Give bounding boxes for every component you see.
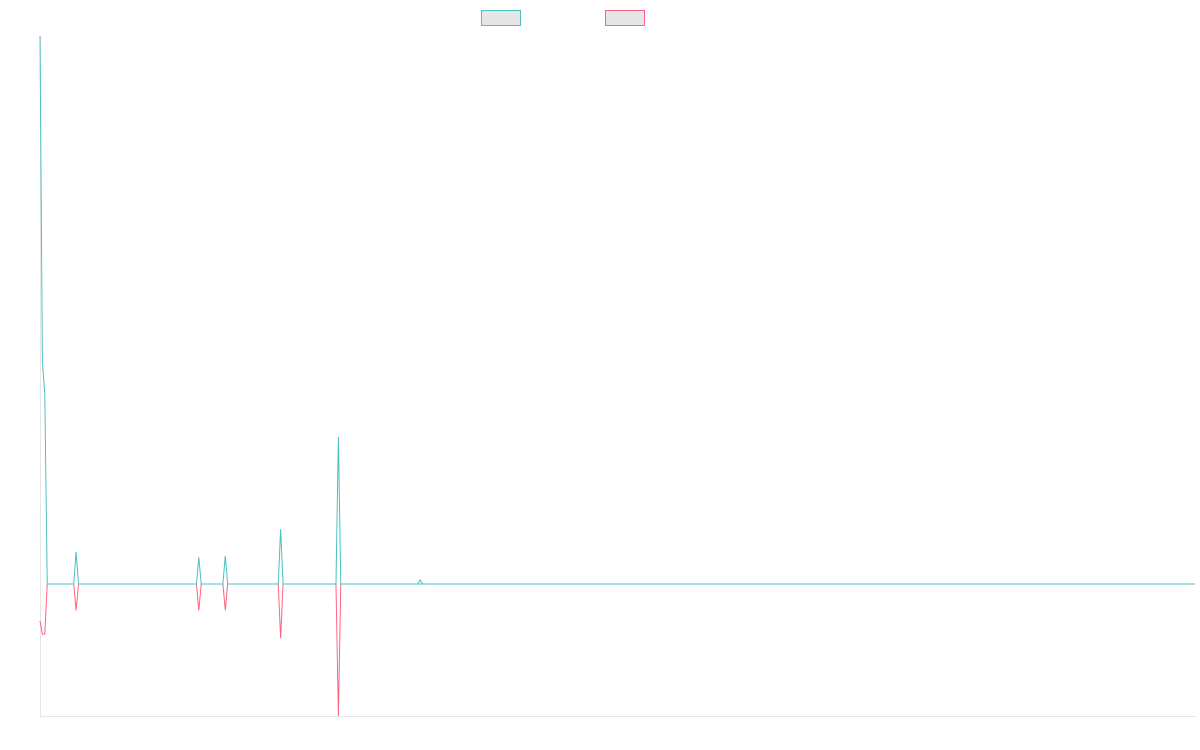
legend-item-1[interactable] xyxy=(605,10,645,26)
legend[interactable] xyxy=(481,10,645,26)
series-point-bump-0 xyxy=(417,579,424,585)
legend-swatch-1 xyxy=(605,10,645,26)
series-line-1 xyxy=(39,583,1195,717)
axes xyxy=(40,36,1195,717)
series-layer xyxy=(39,35,1195,717)
legend-swatch-0 xyxy=(481,10,521,26)
legend-item-0[interactable] xyxy=(481,10,521,26)
series-line-0 xyxy=(39,35,1195,585)
